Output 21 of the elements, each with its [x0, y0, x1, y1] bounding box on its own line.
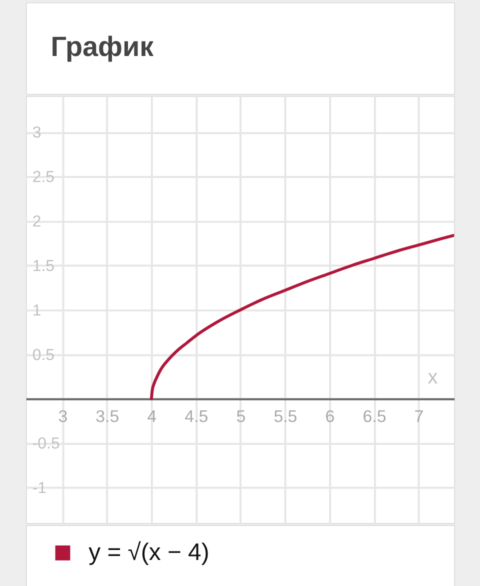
y-tick-label: 2: [32, 214, 42, 231]
y-tick-label: 2.5: [32, 169, 55, 186]
y-tick-label: 0.5: [32, 346, 55, 364]
x-tick-label: 4: [147, 407, 157, 426]
y-tick-label: 1.5: [32, 258, 55, 275]
legend-label: y = √(x − 4): [88, 538, 210, 566]
x-tick-label: 3.5: [96, 407, 120, 426]
y-tick-label: -1: [32, 480, 47, 498]
x-tick-label: 6: [325, 407, 335, 426]
y-tick-label: -0.5: [32, 436, 60, 453]
x-tick-label: 5.5: [274, 407, 298, 426]
x-tick-label: 6.5: [362, 407, 386, 426]
line-series: [150, 234, 454, 400]
x-tick-label: 3: [58, 407, 68, 426]
y-tick-label: 3: [32, 124, 42, 142]
y-tick-label: 1: [32, 302, 42, 320]
x-axis-title: x: [428, 366, 438, 388]
x-tick-label: 7: [414, 407, 424, 426]
x-tick-label: 4.5: [184, 407, 208, 426]
chart-title: График: [50, 31, 154, 62]
x-tick-label: 5: [236, 407, 246, 426]
